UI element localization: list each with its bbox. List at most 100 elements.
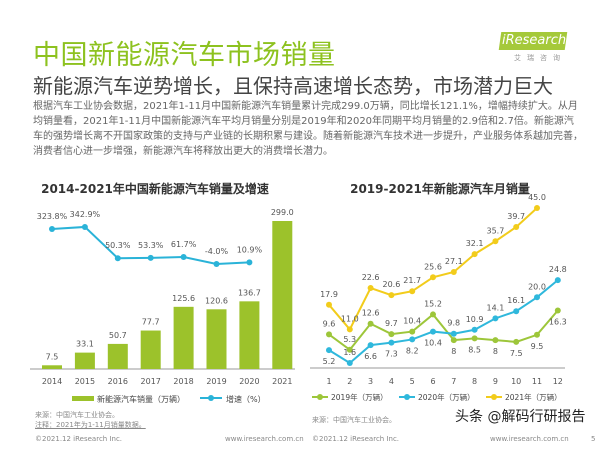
x-tick-label: 12 [553,377,563,386]
left-chart-title: 2014-2021年中国新能源汽车销量及增速 [41,182,269,196]
data-label: 32.1 [466,239,484,248]
data-label: 8 [451,347,456,356]
data-label: 9.8 [447,319,460,328]
data-label: 7.3 [385,350,398,359]
series-point [430,328,436,335]
bar-2015 [74,352,95,369]
iresearch-logo: iResearch 艾瑞咨询 [496,28,568,62]
x-tick-label: 2 [347,377,352,386]
series-line-1 [328,279,559,365]
data-label: 15.2 [424,299,442,308]
growth-point [81,223,88,230]
series-point [492,337,499,344]
x-tick-label: 9 [493,377,498,386]
bar-label: 77.7 [142,318,160,327]
x-tick-label: 2016 [108,377,128,386]
series-point [346,326,353,333]
data-label: 14.1 [486,303,504,312]
x-tick-label: 2018 [173,377,193,386]
series-point [430,274,436,281]
growth-label: 61.7% [171,240,197,249]
left-source: 来源：中国汽车工业协会。 [35,411,119,419]
watermark: 头条 @解码行研报告 [455,409,586,425]
bar-2020 [239,301,260,369]
series-point [450,330,457,337]
series-point [409,288,416,295]
growth-label: 10.9% [237,245,263,254]
bar-2014 [42,365,62,369]
bar-label: 33.1 [76,340,94,349]
data-label: 25.6 [424,262,442,271]
x-tick-label: 8 [472,377,477,386]
bar-2016 [107,343,128,369]
series-point [554,277,561,284]
data-label: 8.2 [406,346,419,355]
series-point [326,347,332,354]
series-point [367,285,374,292]
series-point [346,359,353,366]
legend-label: 2019年（万辆） [331,392,388,402]
x-tick-label: 4 [389,377,394,386]
left-url: www.iresearch.com.cn [225,435,304,443]
data-label: 5.3 [343,335,356,344]
growth-point [180,253,187,260]
series-point [471,251,478,258]
bar-label: 50.7 [109,331,127,340]
data-label: 10.4 [403,317,421,326]
growth-label: 342.9% [70,210,101,219]
data-label: 9.5 [531,342,544,351]
data-label: 6.6 [364,352,377,361]
data-label: 45.0 [528,193,546,202]
data-label: 1.6 [343,348,356,357]
growth-label: 53.3% [138,241,164,250]
legend-label: 2021年（万辆） [505,392,562,402]
data-label: 8.5 [468,345,481,354]
series-point [409,336,416,343]
growth-label: 50.3% [105,241,131,250]
data-label: 12.6 [362,309,380,318]
bar-label: 120.6 [205,296,228,305]
series-point [534,294,540,301]
series-point [367,320,374,327]
bar-2018 [173,306,194,369]
series-point [367,342,374,349]
series-point [409,328,416,335]
left-copyright: ©2021.12 iResearch Inc. [35,435,123,443]
legend-bar-swatch [72,396,94,401]
bar-label: 299.0 [271,208,294,217]
series-point [471,326,478,333]
x-tick-label: 2019 [206,377,226,386]
growth-point [147,254,154,261]
series-point [513,338,520,345]
bar-2017 [140,330,161,369]
bar-2019 [206,309,227,369]
data-label: 17.9 [320,290,338,299]
x-tick-label: 5 [410,377,415,386]
bar-label: 7.5 [46,352,59,361]
right-url: www.iresearch.com.cn [490,435,569,443]
data-label: 8 [493,347,498,356]
series-point [554,307,561,314]
data-label: 24.8 [549,265,567,274]
series-point [326,331,332,338]
series-point [388,339,395,346]
x-tick-label: 1 [326,377,331,386]
growth-label: -4.0% [205,247,229,256]
series-point [326,301,332,308]
x-tick-label: 2017 [141,377,161,386]
growth-point [213,261,220,267]
series-point [450,268,457,275]
logo-cn: 艾瑞咨询 [514,54,566,62]
bar-2021 [272,220,293,369]
data-label: 7.5 [510,349,523,358]
legend-line-marker [208,395,214,401]
x-tick-label: 2015 [75,377,95,386]
series-point [513,308,520,315]
data-label: 39.7 [507,212,525,221]
series-point [430,311,436,318]
x-tick-label: 10 [511,377,521,386]
data-label: 27.1 [445,257,463,266]
data-label: 11.0 [341,314,359,323]
data-label: 10.9 [466,315,484,324]
data-label: 9.6 [323,319,336,328]
